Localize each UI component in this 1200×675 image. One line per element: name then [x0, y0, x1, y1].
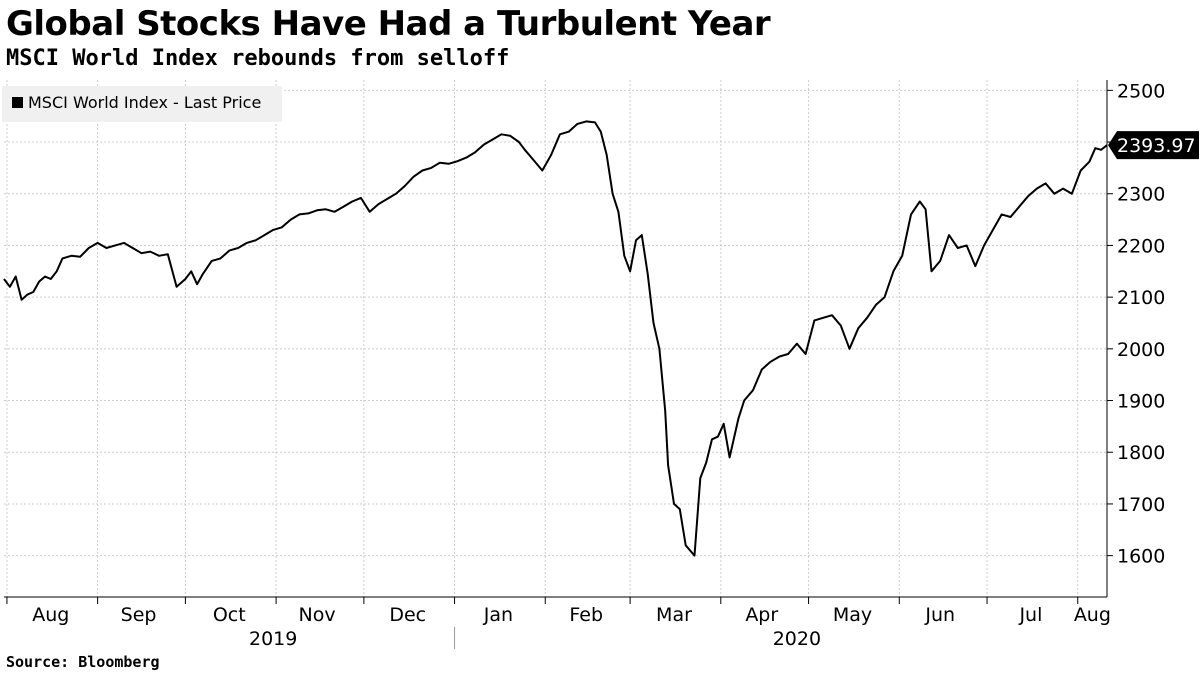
- series-line: [3, 120, 1108, 557]
- x-month-label: Apr: [745, 604, 778, 626]
- y-tick-label: 1600: [1117, 546, 1165, 568]
- series-layer: [3, 120, 1108, 557]
- last-price-label: 2393.97: [1117, 135, 1196, 157]
- y-tick-label: 1700: [1117, 494, 1165, 516]
- y-tick-label: 2300: [1117, 184, 1165, 206]
- legend-swatch: [12, 97, 23, 108]
- axes: 1600170018001900200021002200230024002500…: [4, 80, 1165, 650]
- source-note: Source: Bloomberg: [6, 653, 160, 671]
- legend-background: [2, 86, 282, 122]
- y-tick-label: 2000: [1117, 339, 1165, 361]
- x-month-label: Feb: [569, 604, 603, 626]
- x-month-label: Aug: [32, 604, 69, 626]
- last-price-background: [1108, 131, 1199, 160]
- x-month-label: Nov: [299, 604, 336, 626]
- chart-title: Global Stocks Have Had a Turbulent Year: [6, 4, 771, 44]
- y-tick-label: 2200: [1117, 235, 1165, 257]
- x-month-label: May: [833, 604, 872, 626]
- x-month-label: Oct: [213, 604, 246, 626]
- x-month-label: Dec: [389, 604, 426, 626]
- x-month-label: Sep: [121, 604, 157, 626]
- y-tick-label: 2100: [1117, 287, 1165, 309]
- legend: MSCI World Index - Last Price: [2, 86, 282, 122]
- x-month-label: Mar: [656, 604, 692, 626]
- x-month-label: Jan: [483, 604, 513, 626]
- legend-label: MSCI World Index - Last Price: [28, 93, 261, 112]
- y-tick-label: 2500: [1117, 80, 1165, 102]
- x-year-label: 2020: [773, 628, 821, 650]
- chart-subtitle: MSCI World Index rebounds from selloff: [6, 46, 510, 71]
- y-tick-label: 1800: [1117, 442, 1165, 464]
- grid-lines: [4, 80, 1107, 597]
- y-tick-label: 1900: [1117, 391, 1165, 413]
- x-month-label: Jul: [1018, 604, 1042, 626]
- x-year-label: 2019: [249, 628, 297, 650]
- last-price-marker: 2393.97: [1108, 131, 1199, 160]
- x-month-label: Aug: [1074, 604, 1111, 626]
- x-month-label: Jun: [924, 604, 955, 626]
